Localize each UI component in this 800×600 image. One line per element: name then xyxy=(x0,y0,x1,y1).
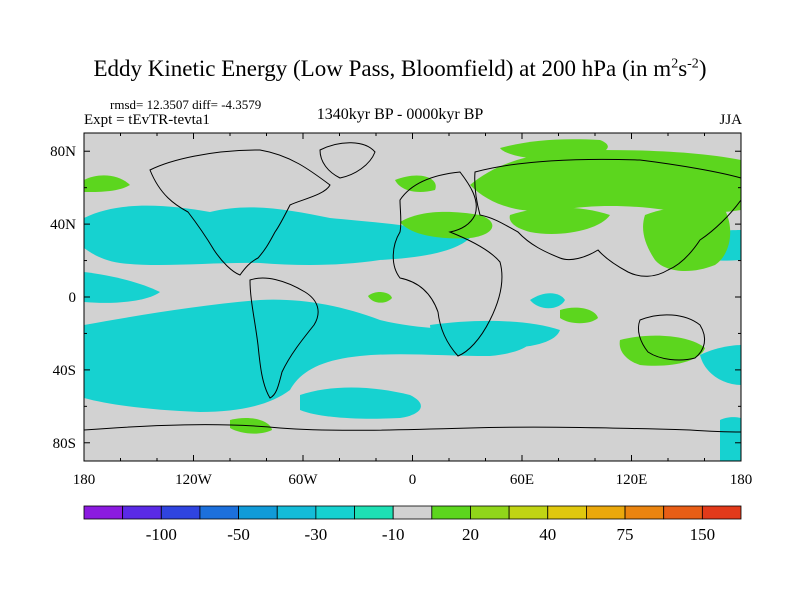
color-bar-label: 20 xyxy=(462,525,479,544)
x-tick-label: 60E xyxy=(510,472,534,488)
chart-title: Eddy Kinetic Energy (Low Pass, Bloomfiel… xyxy=(93,56,707,81)
field-layer xyxy=(84,139,741,461)
color-bar-label: -100 xyxy=(146,525,177,544)
color-bar-swatch xyxy=(238,505,278,520)
region-central-asia xyxy=(509,207,610,235)
coast-north-america xyxy=(149,149,331,276)
x-tick-label: 0 xyxy=(409,472,417,488)
color-bar-swatch xyxy=(315,505,355,520)
experiment-label: Expt = tEvTR-tevta1 xyxy=(84,112,210,128)
stats-label: rmsd= 12.3507 diff= -4.3579 xyxy=(110,97,262,112)
y-tick-label: 80S xyxy=(53,436,76,452)
region-indian-green xyxy=(560,307,598,324)
region-eurasia-north xyxy=(470,150,741,213)
x-tick-label: 180 xyxy=(73,472,96,488)
region-north-pacific xyxy=(84,205,470,266)
coast-antarctica xyxy=(84,424,741,433)
region-antarctic-edge xyxy=(720,417,741,461)
color-bar-swatch xyxy=(160,505,201,520)
color-bar-swatch xyxy=(392,505,433,520)
y-axis: 80N 40N 0 40S 80S xyxy=(50,144,741,452)
color-bar-swatch xyxy=(83,505,124,520)
color-bar-swatch xyxy=(431,505,471,520)
coast-south-america xyxy=(249,277,319,399)
color-bar-labels: -100 -50 -30 -10 20 40 75 150 xyxy=(146,525,715,544)
color-bar-swatch xyxy=(701,505,742,520)
region-pacific-west-cyan xyxy=(84,272,160,303)
coastlines xyxy=(84,142,741,433)
region-mediterranean xyxy=(400,211,493,239)
color-bar-label: 150 xyxy=(690,525,716,544)
region-equatorial-cyan xyxy=(530,293,565,309)
color-bar-swatch xyxy=(470,505,510,520)
period-label: 1340kyr BP - 0000kyr BP xyxy=(316,106,484,123)
y-tick-label: 40S xyxy=(53,363,76,379)
color-bar-swatch xyxy=(199,505,239,520)
x-axis: 180 120W 60W 0 60E 120E 180 xyxy=(73,133,753,488)
region-south-atlantic xyxy=(300,387,421,419)
coast-asia xyxy=(474,158,741,277)
x-tick-label: 180 xyxy=(730,472,753,488)
region-north-atlantic-green xyxy=(500,139,608,160)
color-bar-swatch xyxy=(276,505,317,520)
color-bar-label: -30 xyxy=(305,525,328,544)
y-tick-label: 0 xyxy=(69,290,77,306)
region-australia-south xyxy=(619,335,705,366)
coast-australia xyxy=(637,314,706,361)
region-se-pacific xyxy=(700,345,741,385)
color-bar-label: 40 xyxy=(539,525,556,544)
color-bar-swatch xyxy=(547,505,587,520)
season-label: JJA xyxy=(719,112,742,128)
color-bar-swatch xyxy=(508,505,549,520)
color-bar-label: 75 xyxy=(617,525,634,544)
color-bar-swatch xyxy=(354,505,394,520)
region-equatorial-atlantic xyxy=(368,292,392,303)
region-indian-ocean-cyan xyxy=(430,320,560,349)
color-bar-swatch xyxy=(122,505,162,520)
region-north-america-west xyxy=(84,175,130,192)
x-tick-label: 120E xyxy=(616,472,648,488)
region-east-asia xyxy=(643,206,731,272)
coast-europe-africa xyxy=(392,171,503,357)
region-southern-ocean xyxy=(84,299,530,412)
y-tick-label: 40N xyxy=(50,217,76,233)
color-bar xyxy=(83,505,742,520)
coast-greenland xyxy=(319,142,376,179)
color-bar-swatch xyxy=(624,505,665,520)
color-bar-label: -50 xyxy=(227,525,250,544)
x-tick-label: 120W xyxy=(175,472,213,488)
color-bar-swatch xyxy=(663,505,703,520)
y-tick-label: 80N xyxy=(50,144,76,160)
color-bar-swatch xyxy=(586,505,626,520)
x-tick-label: 60W xyxy=(288,472,318,488)
color-bar-label: -10 xyxy=(382,525,405,544)
